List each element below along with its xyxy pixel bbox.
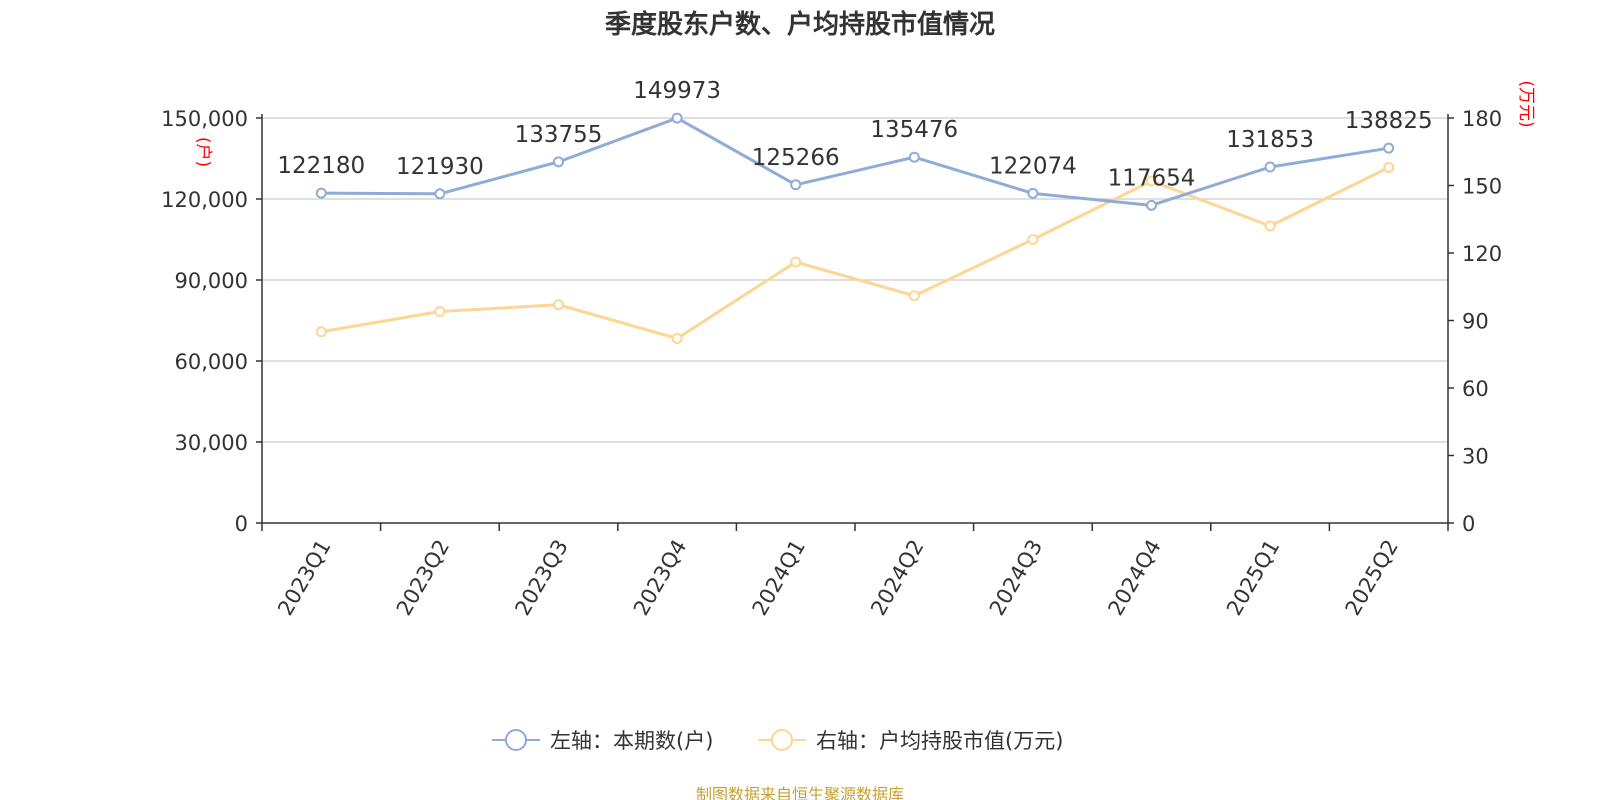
data-point xyxy=(1146,175,1157,187)
series-line-left xyxy=(321,116,1389,207)
x-axis-tick-label: 2023Q2 xyxy=(392,536,454,620)
right-axis-title: (万元) xyxy=(1516,80,1536,127)
left-axis-tick-label: 90,000 xyxy=(175,269,248,293)
legend-label: 左轴：本期数(户) xyxy=(550,729,713,753)
right-axis-tick-label: 0 xyxy=(1462,512,1475,536)
left-axis-tick-label: 0 xyxy=(235,512,248,536)
data-point xyxy=(315,326,327,338)
data-point xyxy=(1146,199,1157,211)
data-label: 149973 xyxy=(633,78,721,104)
data-point xyxy=(671,112,683,124)
data-point xyxy=(553,156,564,168)
source-note: 制图数据来自恒生聚源数据库 xyxy=(695,785,904,800)
data-point xyxy=(1383,142,1395,154)
data-label: 125266 xyxy=(752,145,840,171)
data-point xyxy=(553,299,564,311)
data-point xyxy=(434,306,446,317)
data-point xyxy=(1027,187,1039,199)
right-axis-tick-label: 90 xyxy=(1462,310,1489,334)
legend-label: 右轴：户均持股市值(万元) xyxy=(816,729,1063,753)
right-axis-tick-label: 30 xyxy=(1462,445,1489,469)
data-label: 122180 xyxy=(277,153,365,179)
data-point xyxy=(1264,220,1276,232)
legend-marker-circle xyxy=(771,729,793,751)
data-point xyxy=(908,151,920,163)
data-label: 131853 xyxy=(1226,127,1314,153)
data-label: 121930 xyxy=(396,154,484,180)
x-axis-tick-label: 2023Q4 xyxy=(629,536,691,620)
right-axis-tick-label: 120 xyxy=(1462,242,1502,266)
data-point xyxy=(790,256,802,268)
chart-title: 季度股东户数、户均持股市值情况 xyxy=(604,10,995,40)
x-axis-tick-label: 2023Q1 xyxy=(273,536,335,620)
data-label: 135476 xyxy=(870,117,958,143)
left-axis-title: (户) xyxy=(193,137,213,167)
x-axis-tick-label: 2025Q1 xyxy=(1222,536,1284,620)
data-point xyxy=(315,187,327,199)
x-axis-tick-label: 2023Q3 xyxy=(510,536,572,620)
data-point xyxy=(790,179,802,191)
right-axis-tick-label: 180 xyxy=(1462,107,1502,131)
x-axis-tick-label: 2024Q2 xyxy=(866,536,928,620)
left-axis-tick-label: 150,000 xyxy=(161,107,248,131)
left-axis-tick-label: 120,000 xyxy=(161,188,248,212)
x-axis-tick-label: 2024Q4 xyxy=(1103,536,1165,620)
data-point xyxy=(671,333,683,344)
data-label: 133755 xyxy=(515,122,603,148)
data-label: 122074 xyxy=(989,153,1077,179)
data-label: 117654 xyxy=(1108,165,1196,191)
x-axis-tick-label: 2024Q3 xyxy=(985,536,1047,620)
series-line-right xyxy=(321,166,1390,340)
data-point xyxy=(1383,162,1395,173)
data-label: 138825 xyxy=(1345,108,1433,134)
right-axis-tick-label: 60 xyxy=(1462,377,1489,401)
left-axis-tick-label: 30,000 xyxy=(175,431,248,455)
x-axis-tick-label: 2024Q1 xyxy=(748,536,810,620)
legend-marker-circle xyxy=(505,729,527,751)
left-axis-tick-label: 60,000 xyxy=(175,350,248,374)
data-point xyxy=(1027,234,1039,245)
data-point xyxy=(434,188,446,200)
right-axis-tick-label: 150 xyxy=(1462,175,1502,199)
data-point xyxy=(908,290,920,302)
data-point xyxy=(1264,161,1276,173)
x-axis-tick-label: 2025Q2 xyxy=(1341,536,1403,620)
